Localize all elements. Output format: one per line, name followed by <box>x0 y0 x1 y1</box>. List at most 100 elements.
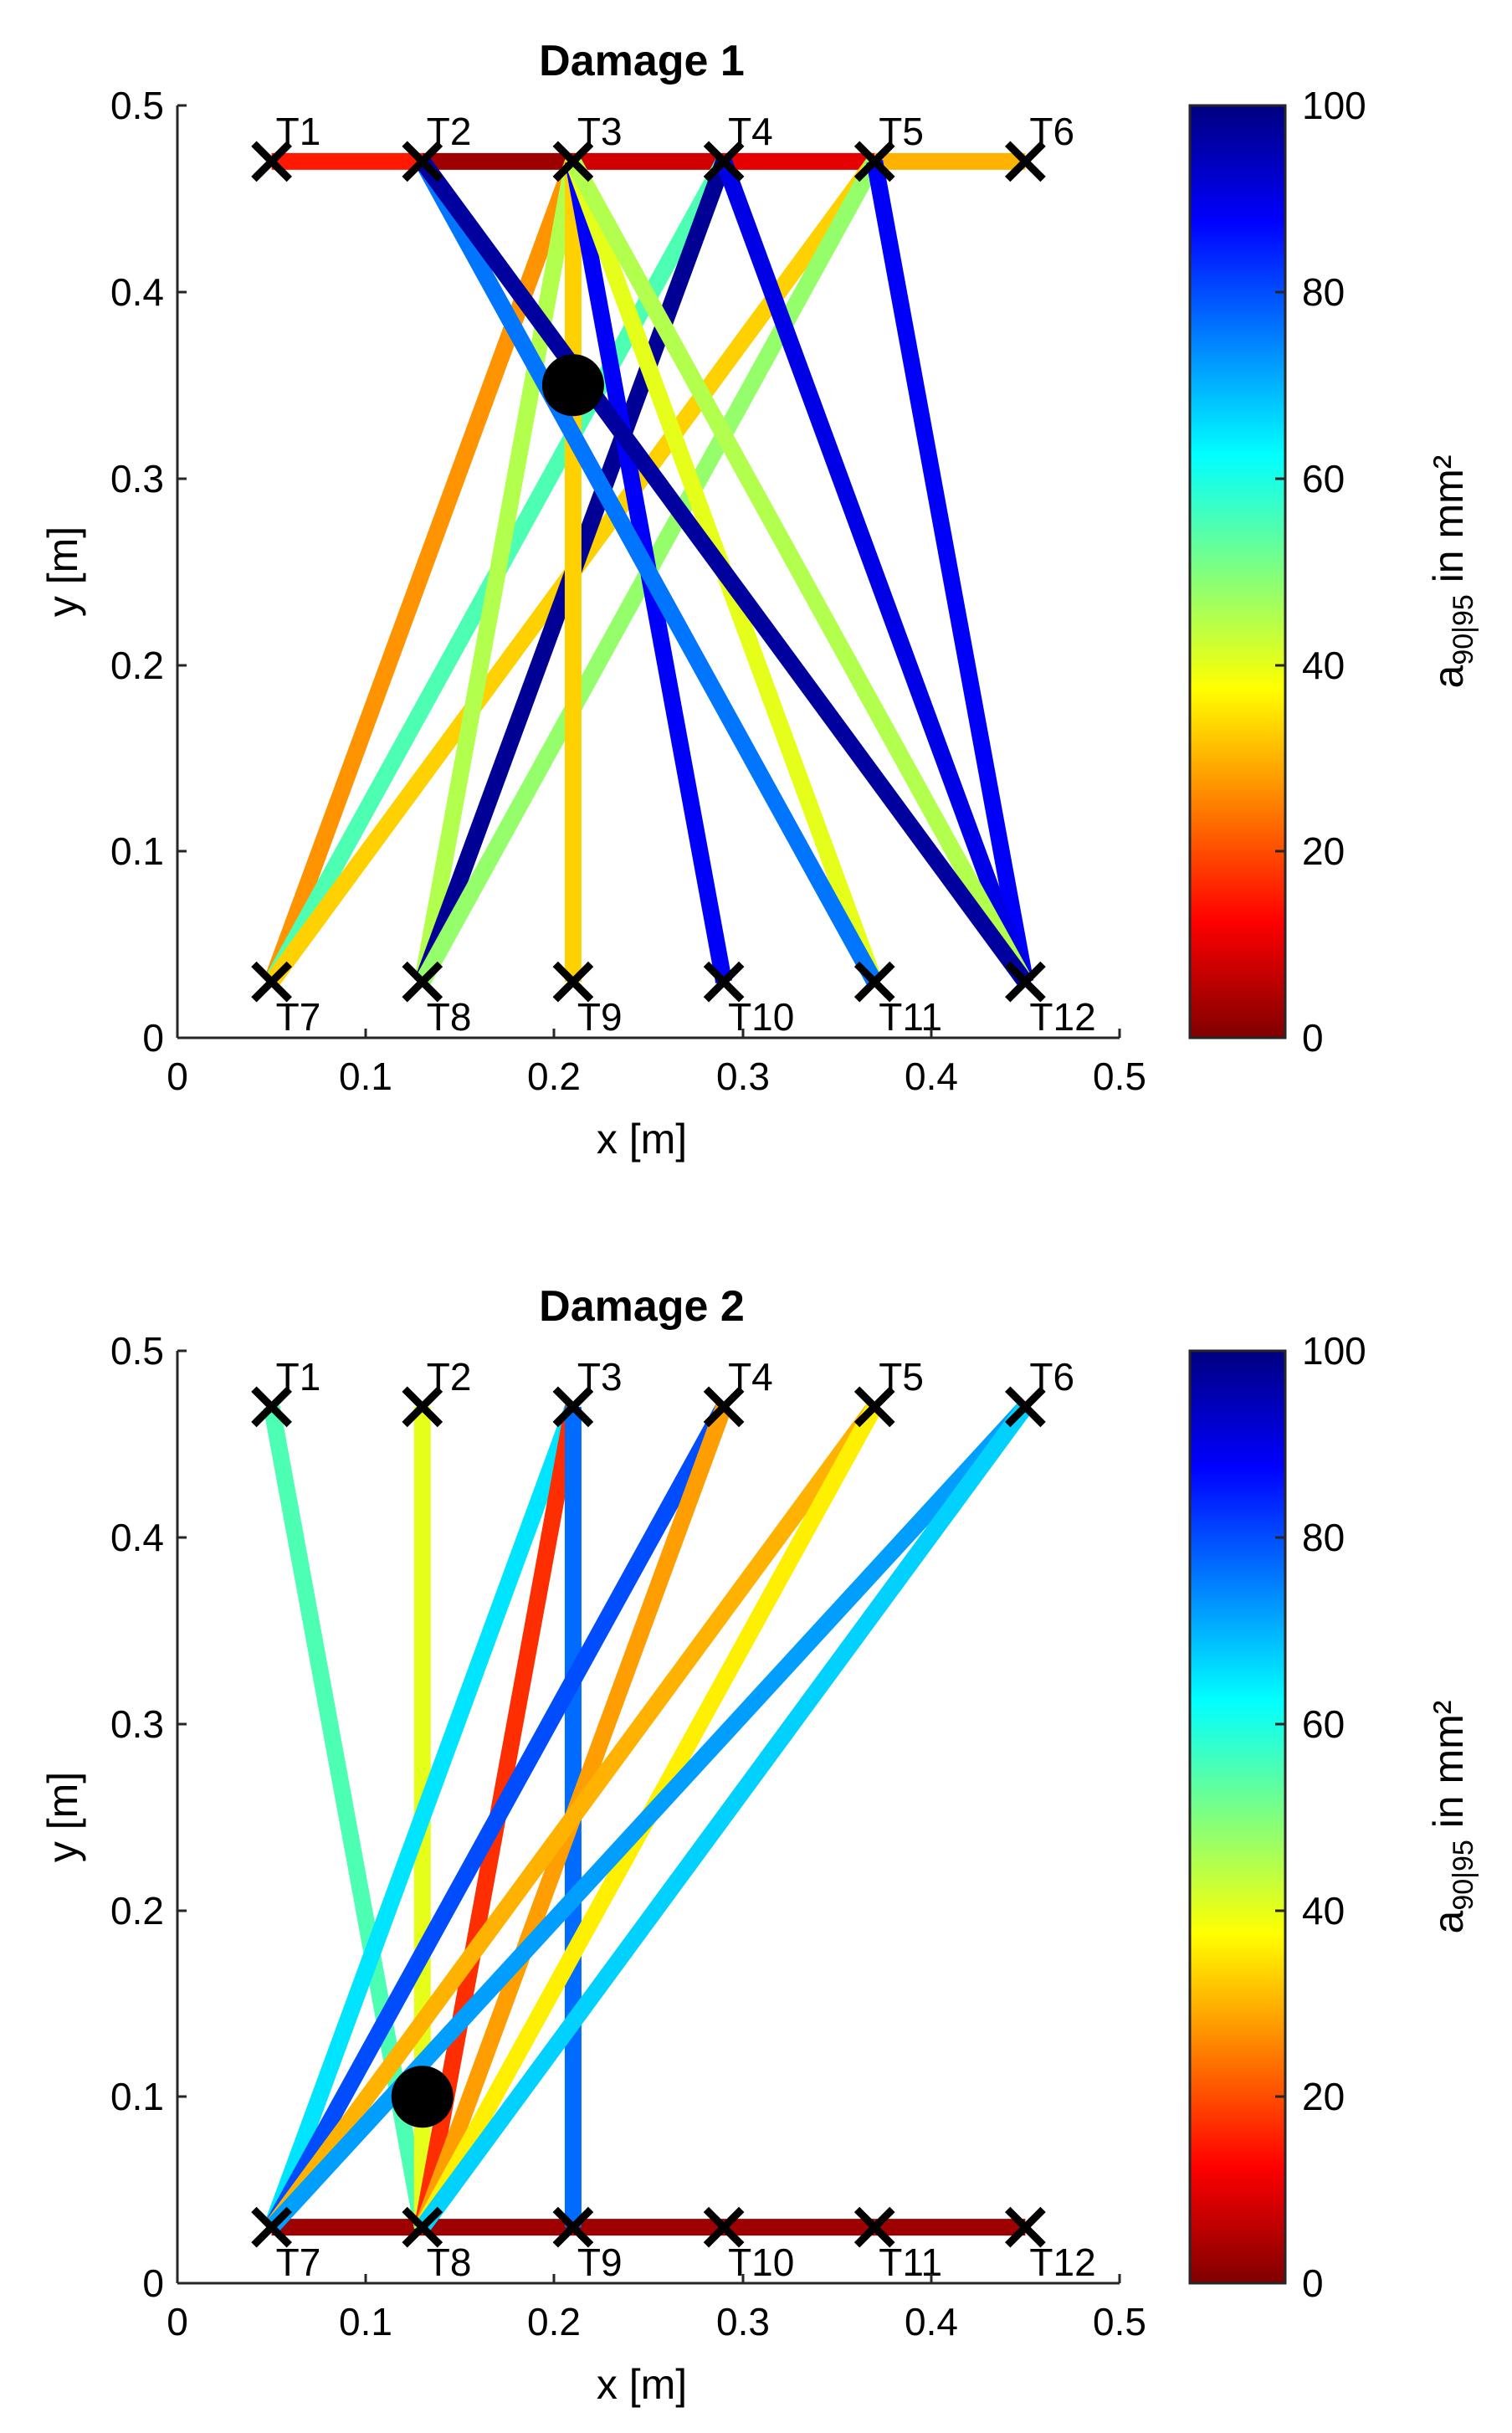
colorbar-tick-label: 100 <box>1302 1329 1366 1373</box>
transducer-marker-stroke <box>1005 961 1046 1003</box>
transducers-group-1: T1 T2 T3 T4 T5 T6 T7 T8 T9 T10 T11 T12 <box>251 110 1096 1039</box>
transducer-marker-stroke <box>853 1386 895 1428</box>
transducer-label: T7 <box>276 2241 321 2284</box>
damage-group-1 <box>541 354 604 417</box>
y-tick-label: 0.4 <box>110 270 164 314</box>
colorbar-tick-label: 60 <box>1302 457 1345 500</box>
x-tick-label: 0.2 <box>527 1055 581 1098</box>
paths-group-2 <box>263 1401 1033 2236</box>
x-tick-label: 0.1 <box>339 2300 392 2343</box>
path-T5-T12 <box>866 160 1034 983</box>
transducer-marker-stroke <box>1005 1386 1046 1428</box>
path-T2-T11 <box>415 157 882 986</box>
transducer-marker-stroke <box>251 141 292 182</box>
colorbar-label-main: a <box>1425 665 1472 688</box>
transducer-label: T12 <box>1029 995 1095 1039</box>
y-tick-label: 0.4 <box>110 1516 164 1559</box>
transducer-marker-stroke <box>251 2206 292 2248</box>
transducer-label: T1 <box>276 1355 321 1399</box>
transducer-label: T7 <box>276 995 321 1039</box>
transducer-T9: T9 <box>552 2206 623 2284</box>
colorbar-label-main: a <box>1425 1910 1472 1933</box>
colorbar-tick-label: 60 <box>1302 1702 1345 1746</box>
x-tick-label: 0 <box>167 2300 188 2343</box>
colorbar-gradient <box>1188 104 1287 1039</box>
transducer-marker-stroke <box>552 1386 594 1428</box>
transducer-marker-stroke <box>251 961 292 1003</box>
transducer-T12: T12 <box>1005 2206 1096 2284</box>
colorbar-tick-label: 0 <box>1302 2261 1324 2305</box>
colorbar-label-sub: 90|95 <box>1448 1840 1479 1910</box>
y-ticks: 0 0.1 0.2 0.3 0.4 0.5 <box>110 1329 187 2305</box>
transducer-marker-stroke <box>853 2206 895 2248</box>
transducer-label: T5 <box>879 1355 924 1399</box>
y-tick-label: 0.5 <box>110 1329 164 1373</box>
transducer-label: T11 <box>879 995 942 1039</box>
transducer-label: T10 <box>728 2241 794 2284</box>
x-tick-label: 0.3 <box>716 1055 770 1098</box>
x-ticks: 0 0.1 0.2 0.3 0.4 0.5 <box>167 1029 1146 1098</box>
damage-marker <box>391 2066 454 2128</box>
transducer-label: T12 <box>1029 2241 1095 2284</box>
transducer-label: T4 <box>728 110 773 153</box>
x-tick-label: 0.3 <box>716 2300 770 2343</box>
transducer-T1: T1 <box>251 1355 321 1428</box>
transducer-T12: T12 <box>1005 961 1096 1039</box>
damage-marker <box>541 354 604 417</box>
transducer-T10: T10 <box>703 961 794 1039</box>
transducer-marker-stroke <box>402 2206 443 2248</box>
x-tick-label: 0.5 <box>1093 2300 1146 2343</box>
transducer-marker-stroke <box>703 2206 745 2248</box>
colorbar-tick-label: 0 <box>1302 1016 1324 1060</box>
transducer-T1: T1 <box>251 110 320 182</box>
transducer-label: T4 <box>728 1355 773 1399</box>
x-tick-label: 0.5 <box>1093 1055 1146 1098</box>
transducer-T2: T2 <box>402 110 471 182</box>
transducer-T7: T7 <box>251 961 321 1039</box>
y-axis-label: y [m] <box>39 526 86 617</box>
x-tick-label: 0 <box>167 1055 188 1098</box>
colorbar-gradient <box>1188 1349 1287 2285</box>
colorbar-tick-label: 40 <box>1302 1889 1345 1933</box>
transducer-marker-stroke <box>402 961 443 1003</box>
transducer-T6: T6 <box>1005 110 1074 182</box>
transducer-marker-stroke <box>703 1386 745 1428</box>
path-T4-T7 <box>264 1403 731 2231</box>
y-tick-label: 0 <box>142 1016 164 1060</box>
transducer-T5: T5 <box>853 110 924 182</box>
colorbar-tick-label: 20 <box>1302 829 1345 873</box>
transducer-T2: T2 <box>402 1355 471 1428</box>
transducer-T10: T10 <box>703 2206 794 2284</box>
colorbar-tick-label: 80 <box>1302 1516 1345 1559</box>
path-T3-T8 <box>413 160 582 983</box>
path-T2-T12 <box>415 156 1033 988</box>
transducer-marker-stroke <box>552 961 594 1003</box>
colorbar-label-unit: in mm² <box>1425 455 1472 595</box>
x-axis-label: x [m] <box>597 2361 687 2408</box>
damage-group-2 <box>391 2066 454 2128</box>
chart-title: Damage 1 <box>539 37 745 85</box>
transducer-T11: T11 <box>853 961 942 1039</box>
colorbar-1: 0 20 40 60 80 100 a90|95 in mm² <box>1188 84 1479 1060</box>
panel-damage-1: Damage 1 T1 T2 T3 T4 T5 T6 T7 T8 T9 T10 T11 T12 0 0… <box>39 37 1479 1163</box>
transducers-group-2: T1 T2 T3 T4 T5 T6 T7 T8 T9 T10 T11 T12 <box>251 1355 1096 2284</box>
transducer-T9: T9 <box>552 961 623 1039</box>
chart-title: Damage 2 <box>539 1282 745 1331</box>
transducer-marker-stroke <box>552 2206 594 2248</box>
paths-group-1 <box>264 152 1034 988</box>
transducer-label: T8 <box>427 2241 472 2284</box>
transducer-label: T8 <box>427 995 472 1039</box>
path-T3-T12 <box>566 157 1033 986</box>
colorbar-tick-label: 100 <box>1302 84 1366 127</box>
transducer-marker-stroke <box>853 961 895 1003</box>
transducer-label: T3 <box>577 1355 623 1399</box>
path-T6-T8 <box>415 1401 1033 2233</box>
transducer-T6: T6 <box>1005 1355 1074 1428</box>
y-tick-label: 0 <box>142 2261 164 2305</box>
transducer-T4: T4 <box>703 110 773 182</box>
y-tick-label: 0.5 <box>110 84 164 127</box>
transducer-T4: T4 <box>703 1355 773 1428</box>
transducer-T3: T3 <box>552 1355 623 1428</box>
path-T3-T7 <box>264 158 582 985</box>
transducer-label: T6 <box>1029 110 1074 153</box>
